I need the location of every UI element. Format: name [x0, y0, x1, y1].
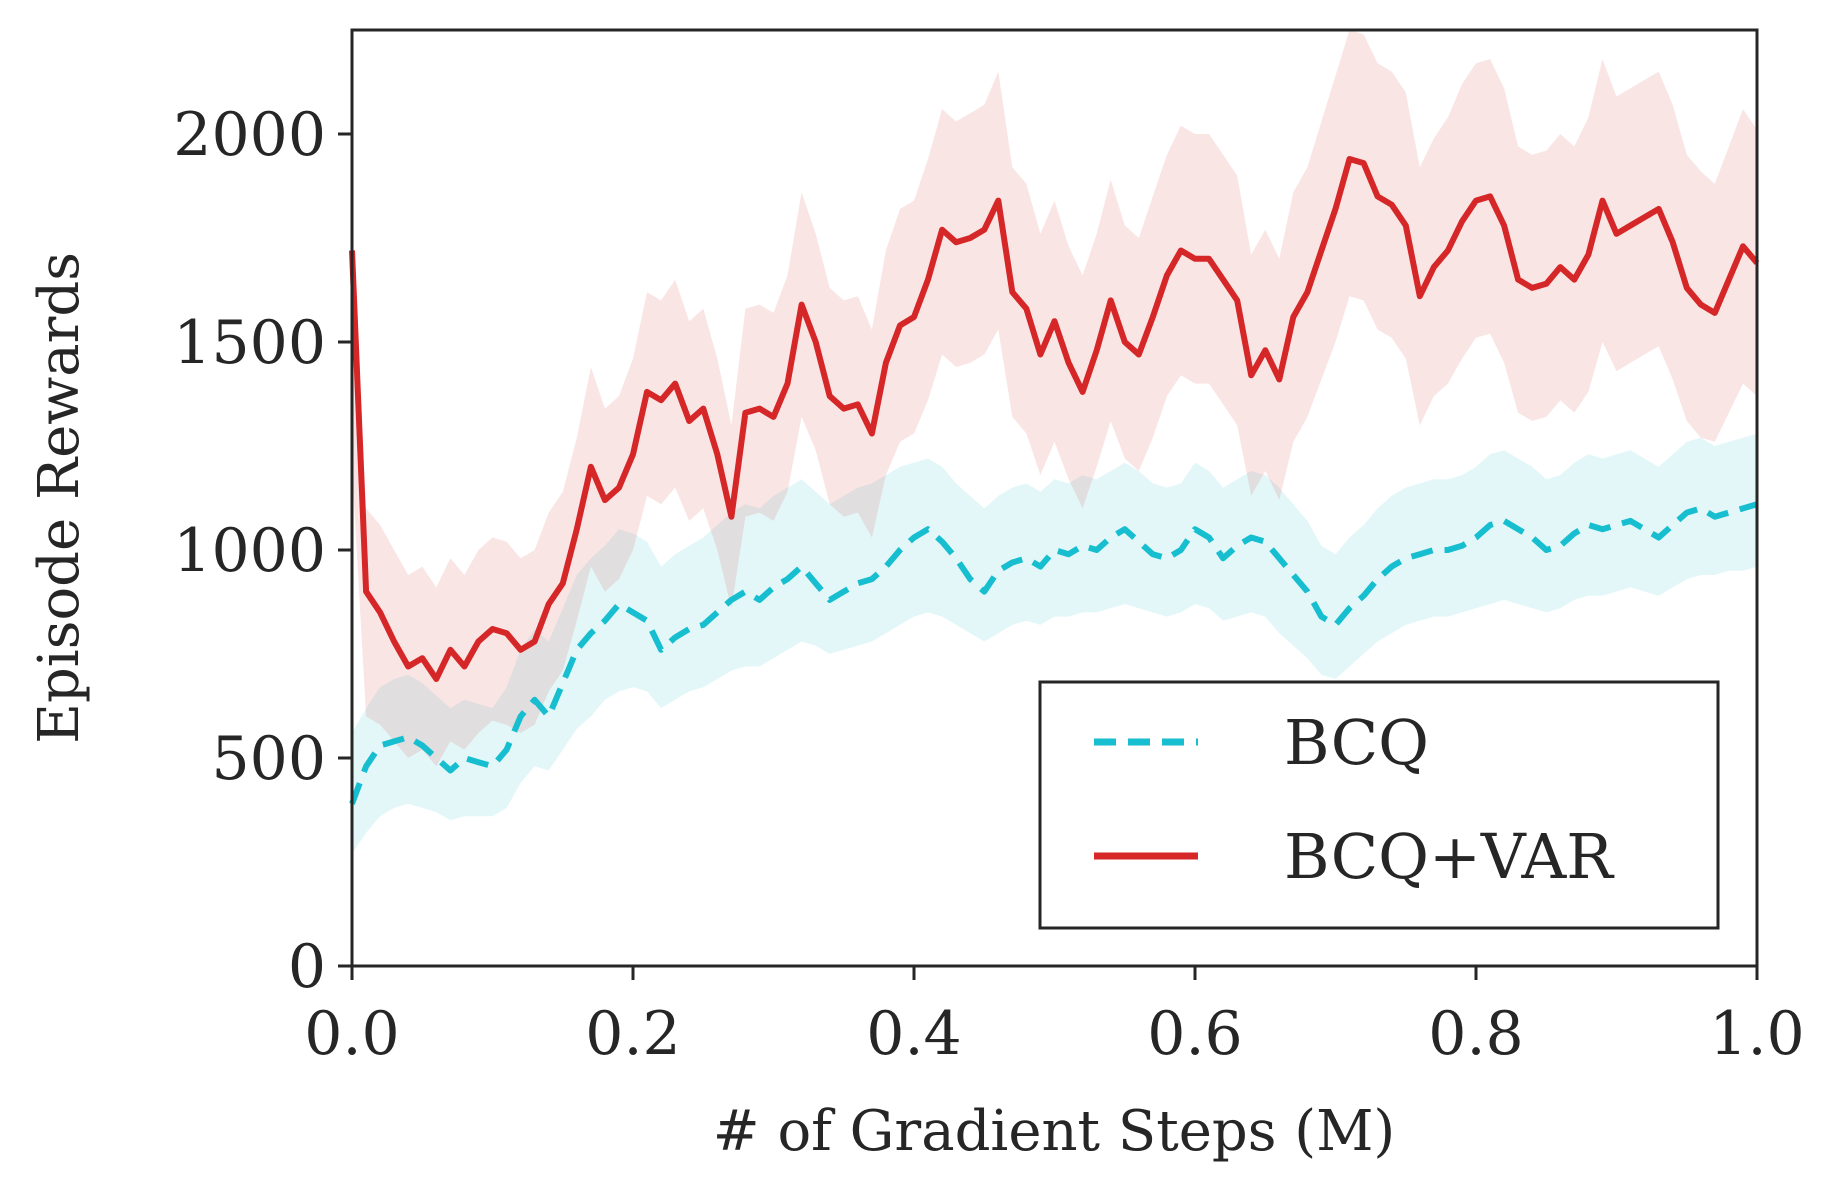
x-tick-label: 0.6: [1147, 999, 1242, 1069]
line-bcq: [349, 501, 1758, 805]
x-tick-label: 0.8: [1428, 999, 1523, 1069]
band-bcq: [352, 433, 1757, 854]
plot-frame: [350, 28, 1759, 968]
legend-box: [1038, 680, 1720, 930]
series-lines: [349, 156, 1760, 805]
legend-label-bcq: BCQ: [1284, 706, 1429, 779]
y-axis-ticks: 0 500 1000 1500 2000: [173, 100, 352, 1002]
y-tick-label: 0: [288, 932, 326, 1002]
confidence-bands: [352, 30, 1757, 854]
y-axis-label: Episode Rewards: [27, 252, 92, 744]
x-axis-ticks: 0.0 0.2 0.4 0.6 0.8 1.0: [304, 966, 1805, 1069]
line-bcq-var: [349, 156, 1760, 682]
band-bcq-var: [352, 30, 1757, 767]
x-tick-label: 1.0: [1709, 999, 1804, 1069]
x-tick-label: 0.2: [585, 999, 680, 1069]
x-tick-label: 0.4: [866, 999, 961, 1069]
y-tick-label: 1000: [173, 516, 326, 586]
y-tick-label: 500: [211, 724, 326, 794]
legend: BCQ BCQ+VAR: [1038, 680, 1720, 930]
y-tick-label: 2000: [173, 100, 326, 170]
y-tick-label: 1500: [173, 308, 326, 378]
x-tick-label: 0.0: [304, 999, 399, 1069]
legend-label-bcq-var: BCQ+VAR: [1284, 820, 1615, 893]
x-axis-label: # of Gradient Steps (M): [713, 1099, 1396, 1164]
